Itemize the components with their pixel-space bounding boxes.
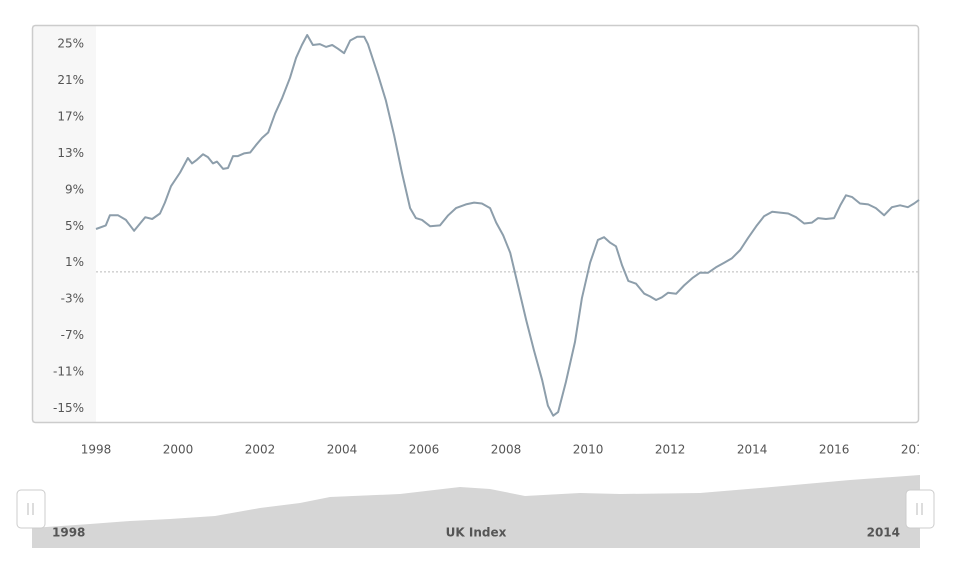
series-line xyxy=(95,34,920,417)
navigator-end: 2014 xyxy=(867,526,900,540)
navigator-handle[interactable] xyxy=(905,489,935,529)
y-tick-label: 5% xyxy=(65,219,84,233)
navigator-start: 1998 xyxy=(52,526,85,540)
y-tick-label: 21% xyxy=(57,73,84,87)
navigator: 1998 UK Index 2014 xyxy=(16,475,935,548)
y-tick-label: -15% xyxy=(53,401,84,415)
x-tick-label: 2000 xyxy=(163,443,194,457)
y-tick-label: 25% xyxy=(57,37,84,51)
navigator-area xyxy=(32,475,920,548)
x-tick-label: 2004 xyxy=(327,443,358,457)
y-tick-label: 17% xyxy=(57,109,84,123)
x-axis: 1998 2000 2002 2004 2006 2008 2010 2012 2014 2016… xyxy=(81,443,932,457)
y-tick-label: -11% xyxy=(53,364,84,378)
handle-grip xyxy=(27,503,34,515)
x-tick-label: 2012 xyxy=(655,443,686,457)
y-tick-label: 9% xyxy=(65,182,84,196)
x-tick-label: 2006 xyxy=(409,443,440,457)
y-axis-band xyxy=(32,25,96,423)
x-tick-label: 1998 xyxy=(81,443,112,457)
y-tick-label: 13% xyxy=(57,146,84,160)
y-tick-label: 1% xyxy=(65,255,84,269)
x-tick-label: 2010 xyxy=(573,443,604,457)
x-tick-label: 2002 xyxy=(245,443,276,457)
x-tick-label: 2018 xyxy=(901,443,932,457)
navigator-title: UK Index xyxy=(446,526,507,540)
y-tick-label: -3% xyxy=(61,292,84,306)
navigator-handle[interactable] xyxy=(16,489,46,529)
x-tick-label: 2008 xyxy=(491,443,522,457)
x-tick-label: 2014 xyxy=(737,443,768,457)
handle-grip xyxy=(916,503,923,515)
y-tick-label: -7% xyxy=(61,328,84,342)
plot-frame xyxy=(31,24,920,424)
x-tick-label: 2016 xyxy=(819,443,850,457)
